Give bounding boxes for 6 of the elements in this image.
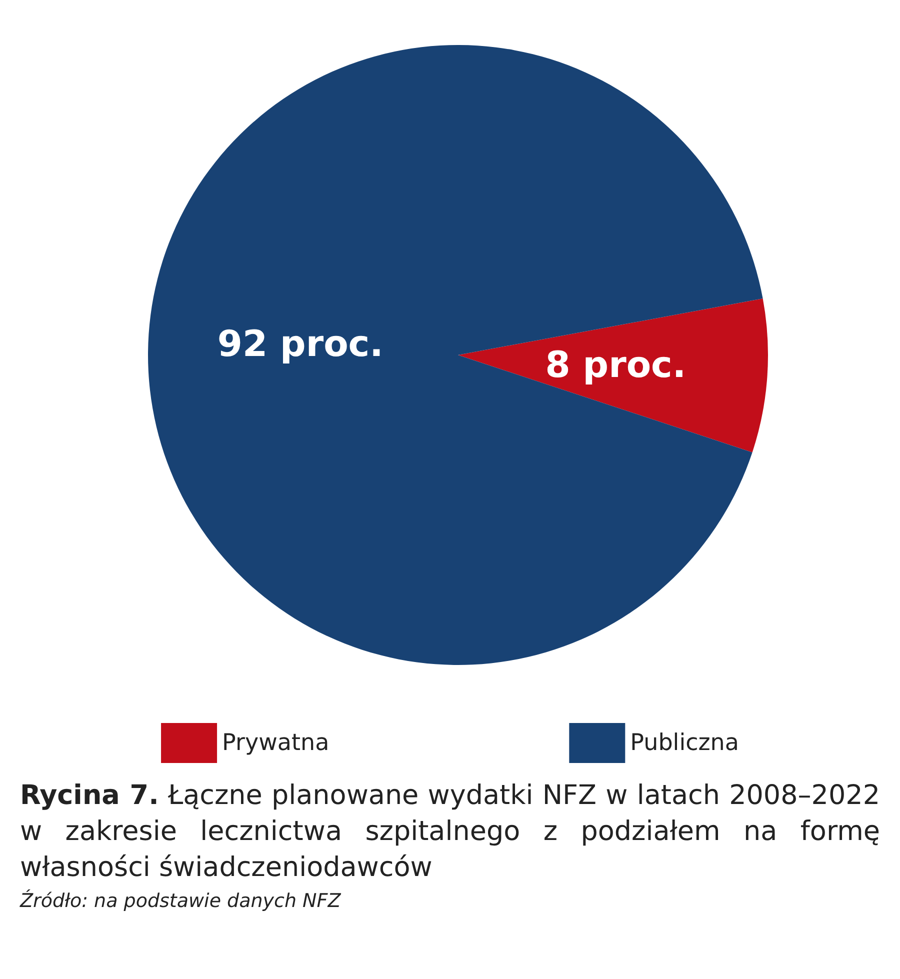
data-label: 8 proc. [545, 345, 686, 386]
text: Rycina 7. Łączne planowane wydatki NFZ w latach 2008–2022 w zakresie lecznictwa szpitalnego z podziałem na formę własności świadczeniodawców [19, 779, 881, 885]
text: Źródło: na podstawie danych NFZ [18, 888, 342, 914]
legend-label: Prywatna [222, 730, 330, 756]
data-label: 92 proc. [217, 324, 384, 365]
legend-label: Publiczna [630, 730, 739, 756]
